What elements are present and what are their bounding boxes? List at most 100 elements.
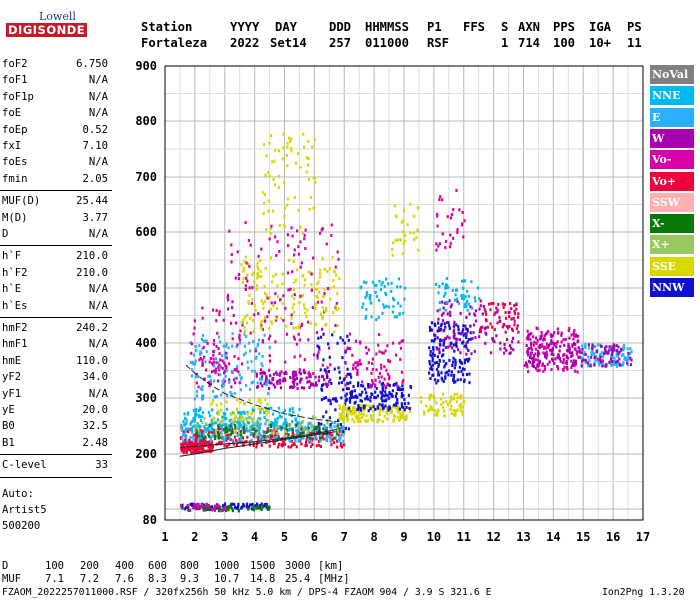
echo-point [300, 324, 303, 328]
echo-point [202, 425, 206, 429]
x-tick-label: 4 [251, 530, 258, 544]
echo-point [262, 371, 266, 375]
echo-point [626, 347, 629, 351]
echo-point [267, 392, 270, 396]
echo-point [357, 407, 360, 411]
echo-point [622, 343, 626, 347]
echo-point [452, 408, 455, 412]
echo-point [403, 402, 407, 406]
echo-point [189, 440, 192, 444]
echo-point [530, 331, 533, 335]
echo-point [401, 252, 405, 256]
echo-point [396, 238, 400, 242]
echo-point [464, 344, 468, 348]
param-label: h`E [2, 283, 22, 296]
echo-point [467, 302, 471, 306]
echo-point [201, 347, 204, 351]
echo-point [442, 341, 446, 345]
echo-point [447, 321, 450, 325]
echo-point [312, 256, 315, 260]
echo-point [252, 505, 255, 509]
echo-point [541, 362, 544, 366]
echo-point [263, 382, 266, 386]
echo-point [285, 324, 288, 328]
echo-point [336, 424, 339, 428]
echo-point [190, 342, 193, 346]
echo-point [395, 315, 399, 319]
echo-point [179, 504, 183, 508]
echo-point [346, 372, 349, 376]
echo-point [213, 395, 216, 399]
echo-point [251, 409, 255, 413]
echo-point [393, 415, 397, 419]
echo-point [249, 503, 252, 507]
echo-point [425, 404, 428, 408]
echo-point [236, 504, 240, 508]
echo-point [616, 359, 619, 363]
echo-point [434, 333, 437, 337]
echo-point [510, 317, 513, 321]
echo-point [201, 394, 204, 398]
echo-point [367, 361, 370, 365]
echo-point [255, 506, 258, 510]
echo-point [325, 439, 328, 443]
echo-point [276, 382, 279, 386]
echo-point [605, 362, 608, 366]
echo-point [517, 330, 520, 334]
echo-point [371, 381, 375, 385]
echo-point [382, 406, 385, 410]
echo-point [246, 313, 249, 317]
echo-point [462, 400, 465, 404]
echo-point [252, 433, 255, 437]
echo-point [444, 376, 447, 380]
echo-point [369, 385, 372, 389]
echo-point [269, 227, 273, 231]
echo-point [209, 423, 212, 427]
echo-point [398, 411, 401, 415]
echo-point [505, 348, 508, 352]
echo-point [381, 280, 384, 284]
echo-point [316, 428, 319, 432]
echo-point [234, 424, 237, 428]
echo-point [341, 410, 344, 414]
echo-point [237, 357, 240, 361]
echo-point [429, 367, 432, 371]
echo-point [408, 406, 411, 410]
echo-point [295, 376, 299, 380]
param-value: N/A [88, 228, 108, 240]
echo-point [235, 345, 238, 349]
echo-point [401, 230, 405, 234]
echo-point [290, 313, 293, 317]
echo-point [266, 296, 269, 300]
echo-point [318, 231, 322, 235]
echo-point [545, 350, 548, 354]
echo-point [573, 369, 577, 373]
echo-point [279, 298, 282, 302]
param-row: yF1 N/A [2, 388, 108, 404]
echo-point [275, 430, 278, 434]
echo-point [498, 316, 501, 320]
echo-point [272, 177, 275, 181]
echo-point [235, 443, 238, 447]
echo-point [205, 350, 208, 354]
echo-point [226, 394, 229, 398]
echo-point [489, 308, 492, 312]
echo-point [288, 258, 291, 262]
legend-item-w: W [650, 128, 694, 148]
echo-point [207, 505, 210, 509]
echo-point [264, 267, 267, 271]
echo-point [258, 352, 261, 356]
echo-cluster [210, 398, 270, 424]
echo-point [299, 240, 302, 244]
y-tick-label: 800 [135, 114, 157, 128]
echo-point [238, 420, 241, 424]
echo-point [242, 504, 246, 508]
echo-point [388, 392, 391, 396]
echo-point [362, 302, 365, 306]
echo-point [252, 427, 255, 431]
echo-point [436, 413, 439, 417]
echo-point [277, 442, 281, 446]
echo-point [181, 446, 184, 450]
echo-point [260, 502, 263, 506]
echo-point [462, 293, 465, 297]
